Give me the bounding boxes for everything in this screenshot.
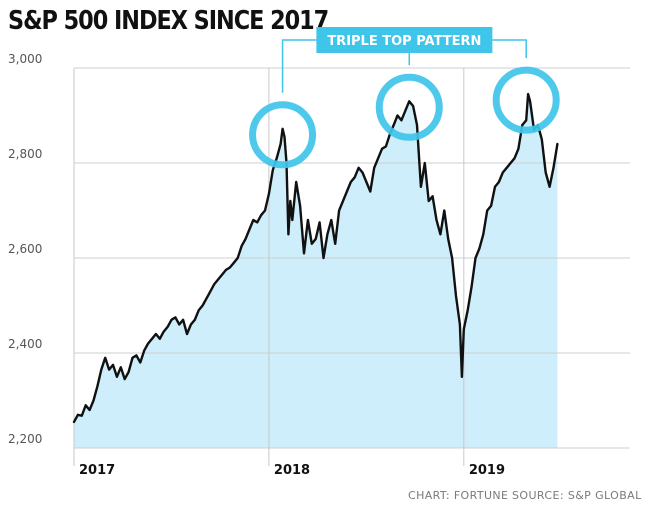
- gridlines: [73, 67, 630, 466]
- annotation-bracket-right: [492, 39, 527, 59]
- peak-highlight-circle-1: [249, 101, 317, 169]
- line-layer: [72, 92, 559, 424]
- x-tick-label-0: 2017: [79, 463, 115, 478]
- chart-source: SOURCE: S&P GLOBAL: [512, 489, 642, 502]
- annotation-label-box: [316, 27, 493, 53]
- x-tick-label-1: 2018: [274, 463, 310, 478]
- axes-layer: 3,000 2,800 2,600 2,400 2,200 2017 2018 2019: [8, 52, 505, 478]
- y-tick-label-1: 2,800: [8, 147, 42, 161]
- annotation-label: TRIPLE TOP PATTERN: [327, 34, 481, 49]
- annotation-layer: TRIPLE TOP PATTERN: [249, 27, 560, 169]
- peak-highlight-circle-3: [492, 66, 560, 134]
- chart-credit: CHART: FORTUNE: [408, 489, 509, 502]
- y-tick-label-4: 2,200: [8, 432, 42, 446]
- x-tick-label-2: 2019: [469, 463, 505, 478]
- y-tick-label-0: 3,000: [8, 52, 42, 66]
- peak-highlight-circle-2: [375, 73, 443, 141]
- y-tick-label-2: 2,600: [8, 242, 42, 256]
- annotation-bracket-left: [281, 39, 317, 93]
- area-fill: [74, 94, 558, 448]
- y-tick-label-3: 2,400: [8, 337, 42, 351]
- area-layer: [74, 94, 558, 448]
- series-line: [72, 92, 559, 424]
- chart-title: S&P 500 INDEX SINCE 2017: [8, 6, 329, 36]
